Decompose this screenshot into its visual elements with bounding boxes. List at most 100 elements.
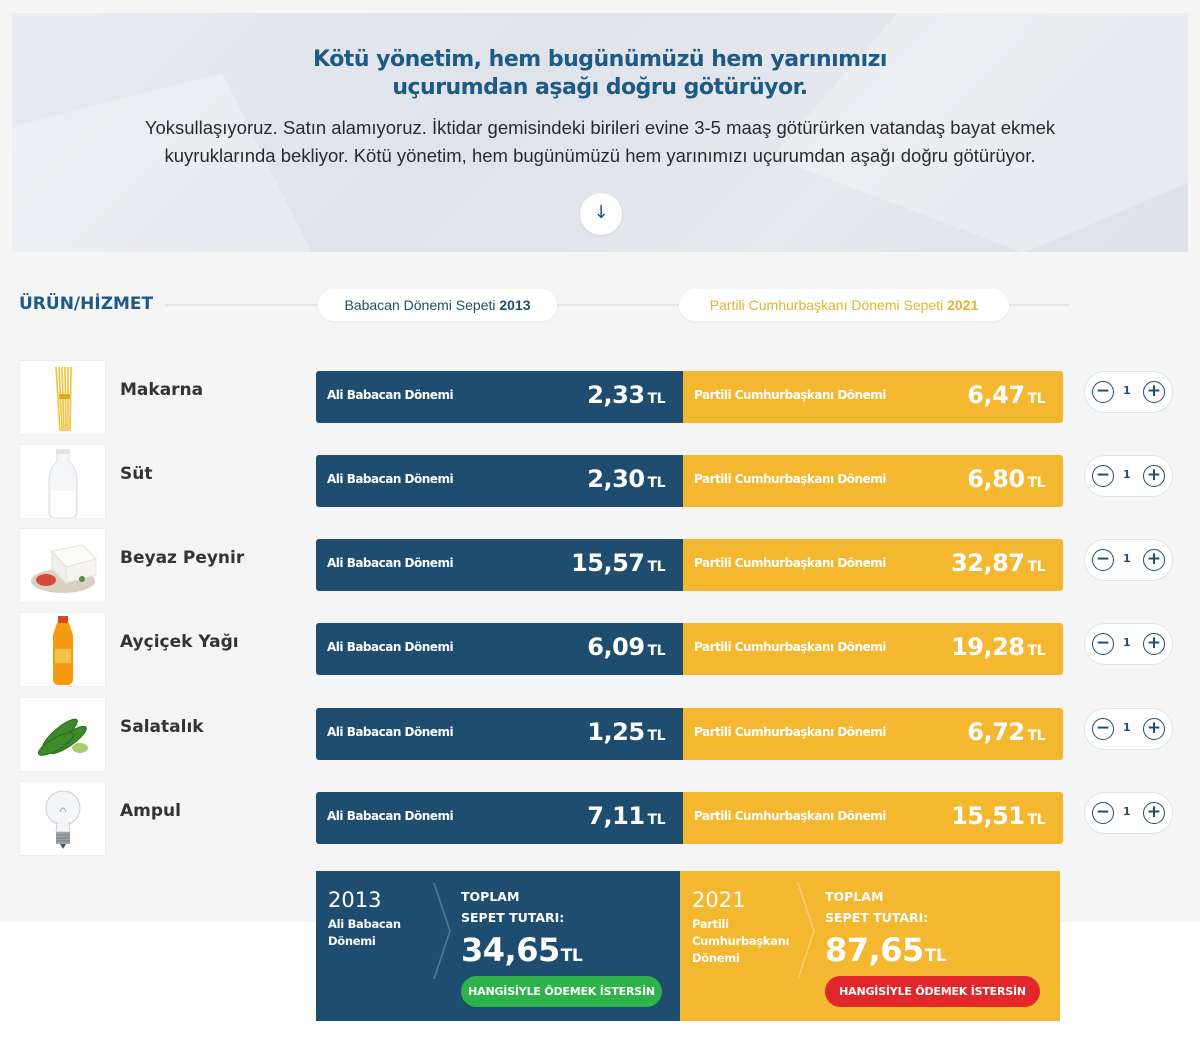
total-amount: 87,65TL: [825, 931, 947, 969]
total-period-line: Dönemi: [692, 951, 740, 965]
price-value: 6,80: [967, 465, 1025, 493]
price-box-2013: Ali Babacan Dönemi 15,57 TL: [316, 539, 683, 591]
period-label: Partili Cumhurbaşkanı Dönemi: [694, 725, 886, 739]
price-box-2021: Partili Cumhurbaşkanı Dönemi 19,28 TL: [683, 623, 1063, 675]
quantity-value[interactable]: 1: [1123, 468, 1131, 481]
price-value: 6,09: [587, 633, 645, 661]
quantity-stepper: − 1 +: [1084, 792, 1173, 834]
total-amount-value: 34,65: [461, 931, 560, 969]
plus-icon[interactable]: +: [1143, 549, 1165, 571]
minus-icon[interactable]: −: [1092, 633, 1114, 655]
price-2013: 1,25 TL: [587, 718, 665, 746]
price-2021: 6,80 TL: [967, 465, 1045, 493]
period-label: Partili Cumhurbaşkanı Dönemi: [694, 640, 886, 654]
quantity-value[interactable]: 1: [1123, 552, 1131, 565]
period-label: Ali Babacan Dönemi: [327, 388, 454, 402]
hero-text-line: kuyruklarında bekliyor. Kötü yönetim, he…: [164, 145, 1036, 166]
minus-icon[interactable]: −: [1092, 718, 1114, 740]
price-box-2021: Partili Cumhurbaşkanı Dönemi 15,51 TL: [683, 792, 1063, 844]
hero-title-line: uçurumdan aşağı doğru götürüyor.: [392, 75, 808, 100]
quantity-stepper: − 1 +: [1084, 708, 1173, 750]
price-value: 32,87: [951, 549, 1025, 577]
currency-label: TL: [1027, 812, 1046, 828]
quantity-value[interactable]: 1: [1123, 636, 1131, 649]
hero-banner: Kötü yönetim, hem bugünümüzü hem yarınım…: [12, 13, 1188, 252]
total-panel-2013: 2013 Ali Babacan Dönemi TOPLAM SEPET TUT…: [316, 871, 680, 1021]
price-2021: 6,72 TL: [967, 718, 1045, 746]
price-2013: 6,09 TL: [587, 633, 665, 661]
price-2013: 2,33 TL: [587, 381, 665, 409]
product-row: Salatalık Ali Babacan Dönemi 1,25 TL Part…: [0, 697, 1200, 773]
price-box-2013: Ali Babacan Dönemi 7,11 TL: [316, 792, 683, 844]
price-value: 2,33: [587, 381, 645, 409]
price-2021: 19,28 TL: [951, 633, 1045, 661]
price-value: 7,11: [587, 802, 645, 830]
period-label: Ali Babacan Dönemi: [327, 725, 454, 739]
quantity-stepper: − 1 +: [1084, 371, 1173, 413]
quantity-stepper: − 1 +: [1084, 539, 1173, 581]
total-year: 2021: [692, 888, 746, 912]
product-name: Salatalık: [120, 717, 204, 737]
currency-label: TL: [1027, 475, 1046, 491]
hero-text-line: Yoksullaşıyoruz. Satın alamıyoruz. İktid…: [144, 117, 1056, 138]
price-value: 19,28: [951, 633, 1025, 661]
quantity-value[interactable]: 1: [1123, 805, 1131, 818]
price-value: 15,57: [571, 549, 645, 577]
product-name: Beyaz Peynir: [120, 548, 245, 568]
minus-icon[interactable]: −: [1092, 465, 1114, 487]
minus-icon[interactable]: −: [1092, 381, 1114, 403]
pay-button-2021[interactable]: HANGİSİYLE ÖDEMEK İSTERSİN: [825, 976, 1040, 1007]
period-label: Ali Babacan Dönemi: [327, 640, 454, 654]
minus-icon[interactable]: −: [1092, 802, 1114, 824]
price-value: 15,51: [951, 802, 1025, 830]
total-panel-2021: 2021 Partili Cumhurbaşkanı Dönemi TOPLAM…: [680, 871, 1060, 1021]
minus-icon[interactable]: −: [1092, 549, 1114, 571]
chevron-right-icon: [797, 882, 815, 980]
currency-label: TL: [560, 946, 583, 966]
pay-button-2013[interactable]: HANGİSİYLE ÖDEMEK İSTERSİN: [461, 976, 662, 1007]
plus-icon[interactable]: +: [1143, 633, 1165, 655]
currency-label: TL: [924, 946, 947, 966]
product-thumbnail: [19, 528, 106, 603]
quantity-stepper: − 1 +: [1084, 623, 1173, 665]
plus-icon[interactable]: +: [1143, 802, 1165, 824]
product-thumbnail: [19, 612, 106, 687]
period-label: Partili Cumhurbaşkanı Dönemi: [694, 472, 886, 486]
product-row: Ayçiçek Yağı Ali Babacan Dönemi 6,09 TL P…: [0, 612, 1200, 688]
currency-label: TL: [647, 559, 666, 575]
arrow-down-icon[interactable]: ↓: [580, 193, 622, 235]
quantity-value[interactable]: 1: [1123, 721, 1131, 734]
period-label: Partili Cumhurbaşkanı Dönemi: [694, 556, 886, 570]
plus-icon[interactable]: +: [1143, 718, 1165, 740]
price-2013: 2,30 TL: [587, 465, 665, 493]
currency-label: TL: [1027, 728, 1046, 744]
price-box-2013: Ali Babacan Dönemi 2,33 TL: [316, 371, 683, 423]
product-name: Ampul: [120, 801, 181, 821]
price-2013: 15,57 TL: [571, 549, 665, 577]
chevron-right-icon: [433, 882, 451, 980]
price-value: 2,30: [587, 465, 645, 493]
price-box-2021: Partili Cumhurbaşkanı Dönemi 6,72 TL: [683, 708, 1063, 760]
product-thumbnail: [19, 697, 106, 772]
price-value: 6,47: [967, 381, 1025, 409]
plus-icon[interactable]: +: [1143, 381, 1165, 403]
plus-icon[interactable]: +: [1143, 465, 1165, 487]
period-label: Ali Babacan Dönemi: [327, 556, 454, 570]
hero-title: Kötü yönetim, hem bugünümüzü hem yarınım…: [12, 46, 1188, 102]
total-caption: TOPLAM SEPET TUTARI:: [461, 886, 564, 928]
currency-label: TL: [647, 728, 666, 744]
currency-label: TL: [1027, 643, 1046, 659]
quantity-stepper: − 1 +: [1084, 455, 1173, 497]
period-label: Ali Babacan Dönemi: [327, 809, 454, 823]
price-2021: 15,51 TL: [951, 802, 1045, 830]
price-2021: 6,47 TL: [967, 381, 1045, 409]
total-period-line: Dönemi: [328, 934, 376, 948]
quantity-value[interactable]: 1: [1123, 384, 1131, 397]
product-row: Süt Ali Babacan Dönemi 2,30 TL Partili Cu…: [0, 444, 1200, 520]
hero-description: Yoksullaşıyoruz. Satın alamıyoruz. İktid…: [72, 114, 1128, 170]
currency-label: TL: [647, 475, 666, 491]
divider: [1009, 304, 1069, 306]
total-amount: 34,65TL: [461, 931, 583, 969]
total-caption: TOPLAM SEPET TUTARI:: [825, 886, 928, 928]
product-name: Süt: [120, 464, 153, 484]
